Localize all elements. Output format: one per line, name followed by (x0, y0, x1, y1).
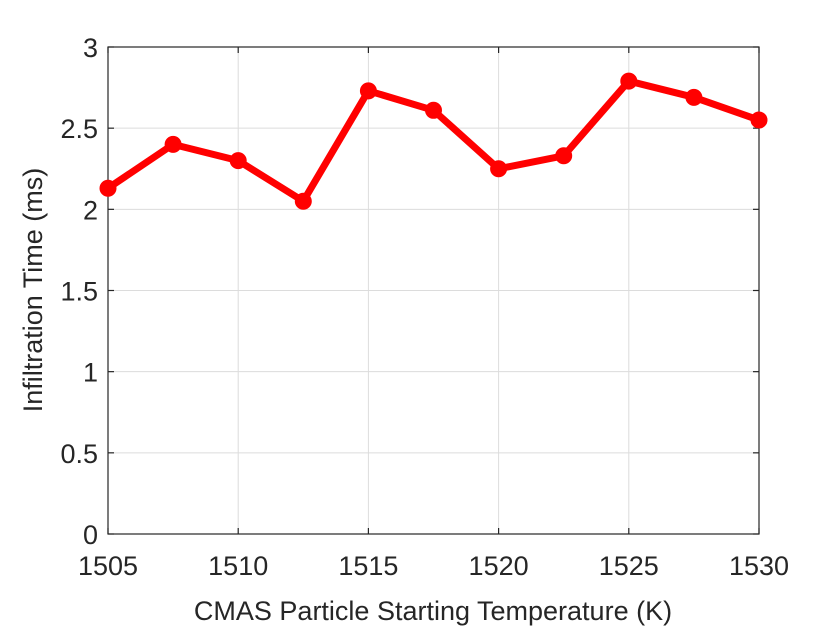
data-point (750, 111, 768, 129)
x-tick-label: 1525 (599, 551, 659, 581)
x-tick-label: 1520 (469, 551, 529, 581)
y-tick-label: 1 (83, 358, 98, 388)
data-point (490, 160, 508, 178)
data-point (229, 152, 247, 170)
y-tick-label: 2.5 (60, 114, 98, 144)
x-tick-label: 1515 (338, 551, 398, 581)
grid (107, 46, 760, 535)
data-point (294, 192, 312, 210)
series-line (104, 77, 763, 205)
series-layer (99, 72, 768, 210)
x-tick-label: 1510 (208, 551, 268, 581)
y-tick-label: 1.5 (60, 277, 98, 307)
data-point (620, 72, 638, 90)
y-axis-label: Infiltration Time (ms) (18, 168, 48, 413)
x-tick-labels: 1505 1510 1515 1520 1525 1530 (78, 551, 789, 581)
data-point (425, 101, 442, 119)
tick-marks (107, 46, 760, 535)
data-point (164, 135, 182, 153)
y-tick-label: 0 (83, 520, 98, 550)
y-tick-labels: 0 0.5 1 1.5 2 2.5 3 (60, 33, 98, 550)
y-tick-label: 0.5 (60, 439, 98, 469)
x-axis-label: CMAS Particle Starting Temperature (K) (194, 596, 672, 626)
x-tick-label: 1505 (78, 551, 138, 581)
x-tick-label: 1530 (729, 551, 789, 581)
data-point (359, 82, 377, 100)
data-point (99, 179, 117, 197)
y-tick-label: 2 (83, 195, 98, 225)
data-point (685, 88, 703, 106)
y-tick-label: 3 (83, 33, 98, 63)
data-point (555, 147, 573, 165)
